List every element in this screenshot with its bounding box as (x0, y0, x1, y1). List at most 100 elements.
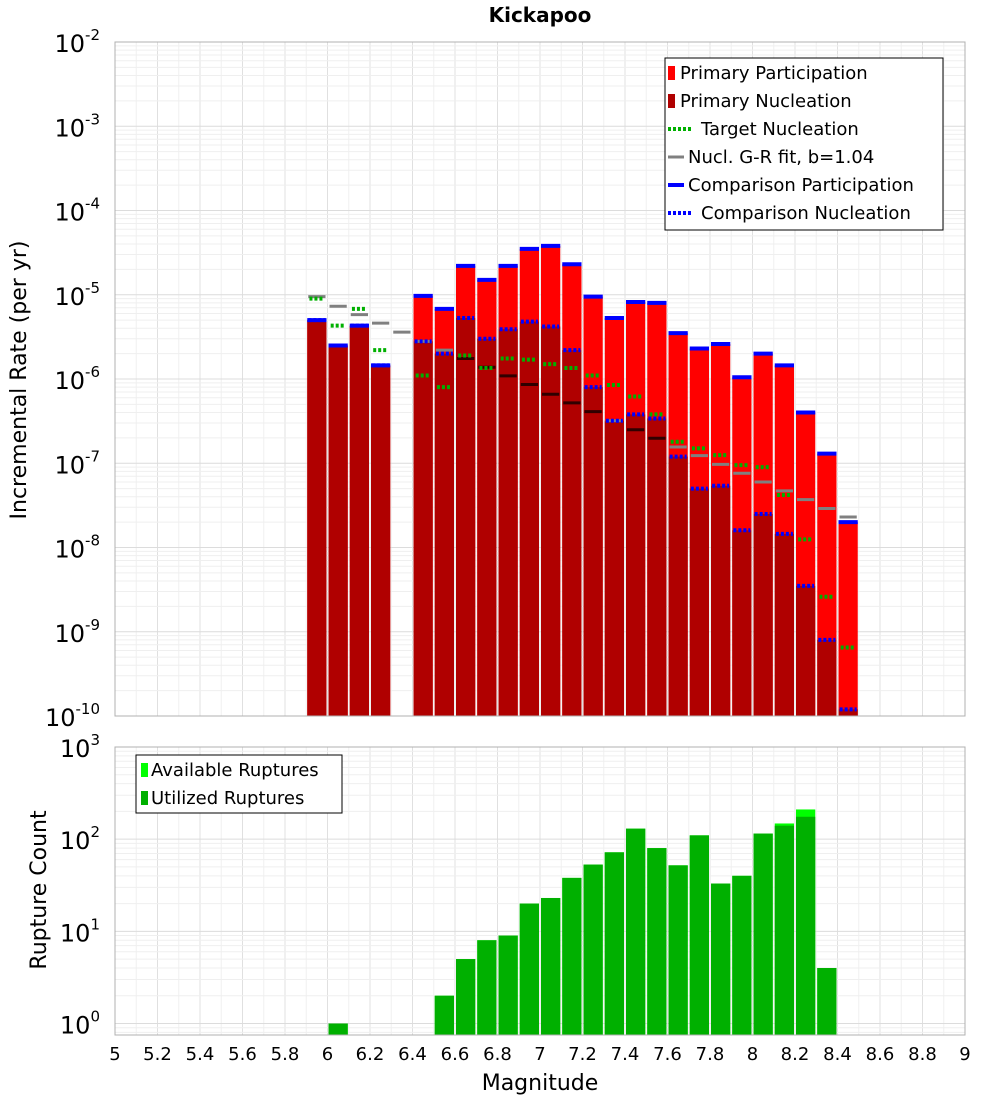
utilized-bar (604, 852, 624, 1035)
chart-title: Kickapoo (489, 3, 592, 27)
y-tick-label: 10-7 (54, 447, 100, 479)
legend-label: Comparison Nucleation (701, 203, 911, 224)
nucleation-bar (668, 456, 688, 716)
x-tick-label: 5 (109, 1044, 120, 1065)
utilized-bar (562, 877, 582, 1035)
legend-label: Utilized Ruptures (151, 788, 304, 809)
x-tick-label: 6.6 (441, 1044, 470, 1065)
utilized-bar (519, 903, 539, 1035)
nucleation-bar (371, 365, 391, 716)
nucleation-bar (541, 326, 561, 716)
utilized-bar (753, 833, 773, 1035)
legend-swatch (141, 763, 148, 777)
x-tick-label: 7.8 (696, 1044, 725, 1065)
y-tick-label: 100 (60, 1007, 100, 1039)
utilized-bar (434, 995, 454, 1035)
legend-label: Primary Participation (680, 63, 868, 84)
bottom-legend: Available Ruptures Utilized Ruptures (135, 754, 343, 814)
utilized-bar (732, 875, 752, 1035)
utilized-bar (817, 967, 837, 1035)
top-plot-border (114, 41, 966, 717)
utilized-bar (796, 816, 816, 1035)
utilized-bars (328, 816, 837, 1035)
y-tick-label: 10-9 (54, 616, 100, 648)
utilized-bar (477, 940, 497, 1035)
comparison-nucleation-segments (308, 315, 857, 712)
x-tick-label: 8.4 (823, 1044, 852, 1065)
nucleation-bar (817, 639, 837, 716)
utilized-bar (541, 897, 561, 1035)
x-tick-label: 8.6 (866, 1044, 895, 1065)
nucleation-bar (796, 585, 816, 716)
nucleation-bar (604, 420, 624, 716)
y-tick-label: 103 (60, 731, 100, 763)
nucleation-bar (456, 317, 476, 716)
utilized-bar (498, 935, 518, 1035)
y-tick-label: 10-5 (54, 279, 100, 311)
utilized-bar (456, 959, 476, 1035)
nucleation-bar (753, 513, 773, 716)
x-tick-label: 7 (534, 1044, 545, 1065)
x-tick-label: 8.2 (781, 1044, 810, 1065)
utilized-bar (689, 835, 709, 1035)
nucleation-bar (838, 709, 858, 716)
x-tick-label: 6.8 (483, 1044, 512, 1065)
legend-swatch (141, 791, 148, 805)
x-tick-label: 5.8 (271, 1044, 300, 1065)
nucleation-bar (307, 320, 327, 716)
bottom-plot-panel: 100 101 102 103 (60, 731, 966, 1039)
utilized-bar (328, 1023, 348, 1035)
x-tick-label: 9 (959, 1044, 970, 1065)
legend-label: Comparison Participation (688, 175, 914, 196)
x-tick-label: 7.6 (653, 1044, 682, 1065)
legend-label: Available Ruptures (151, 760, 319, 781)
nucleation-bar (774, 533, 794, 716)
bottom-legend-box (135, 754, 343, 814)
y-tick-label: 10-4 (54, 195, 100, 227)
legend-swatch (668, 66, 675, 80)
nucleation-bar (583, 387, 603, 716)
y-tick-label: 10-6 (54, 363, 100, 395)
x-tick-label: 6.4 (398, 1044, 427, 1065)
utilized-bar (647, 848, 667, 1035)
nucleation-bar (647, 418, 667, 716)
nucleation-bar (626, 414, 646, 716)
nucleation-bar (732, 530, 752, 716)
nucleation-bar (413, 341, 433, 716)
utilized-bar (711, 883, 731, 1035)
legend-swatch (668, 94, 675, 108)
bottom-y-axis-label: Rupture Count (27, 810, 52, 970)
nucleation-bar (328, 345, 348, 716)
grid-lines (114, 41, 966, 717)
nucleation-bar (689, 488, 709, 716)
y-tick-label: 101 (60, 915, 100, 947)
nucleation-bar (562, 350, 582, 716)
x-tick-label: 8 (747, 1044, 758, 1065)
x-tick-label: 5.2 (143, 1044, 172, 1065)
y-tick-label: 10-2 (54, 26, 100, 58)
legend-label: Nucl. G-R fit, b=1.04 (688, 147, 874, 168)
x-tick-label: 6.2 (356, 1044, 385, 1065)
x-tick-label: 5.4 (186, 1044, 215, 1065)
nucleation-bar (434, 353, 454, 716)
nucleation-bar (498, 329, 518, 716)
nucleation-bar (477, 338, 497, 716)
x-tick-labels: 5 5.2 5.4 5.6 5.8 6 6.2 6.4 6.6 6.8 7 7.2 7.4 7.6 7.8 8… (109, 1044, 970, 1065)
y-tick-label: 10-10 (45, 700, 100, 732)
utilized-bar (668, 865, 688, 1035)
top-legend-box (664, 57, 944, 231)
target-nucleation-segments (309, 296, 856, 650)
y-tick-label: 10-8 (54, 532, 100, 564)
nucleation-bar (711, 485, 731, 716)
x-tick-label: 7.4 (611, 1044, 640, 1065)
nucleation-bars (307, 317, 858, 716)
x-tick-label: 8.8 (908, 1044, 937, 1065)
nucleation-bar (519, 321, 539, 716)
top-y-axis-label: Incremental Rate (per yr) (7, 241, 32, 520)
x-axis-label: Magnitude (482, 1071, 599, 1096)
legend-label: Target Nucleation (700, 119, 859, 140)
x-tick-label: 5.6 (228, 1044, 257, 1065)
x-tick-label: 7.2 (568, 1044, 597, 1065)
legend-label: Primary Nucleation (680, 91, 852, 112)
